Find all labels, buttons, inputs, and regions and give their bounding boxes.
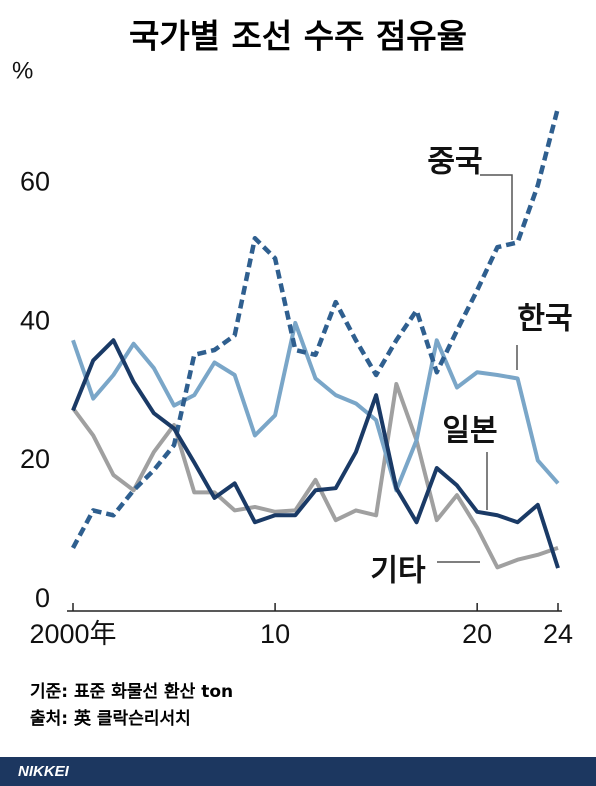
leader-line xyxy=(480,174,513,240)
series-line xyxy=(71,107,561,549)
y-tick-label: 20 xyxy=(20,444,50,474)
x-tick-label: 10 xyxy=(260,619,290,649)
series-line xyxy=(71,338,560,569)
series-line xyxy=(71,382,559,570)
legend-label: 기타 xyxy=(370,554,426,589)
note: 기준: 표준 화물선 환산 ton xyxy=(30,682,233,702)
note: 출처: 英 클락슨리서치 xyxy=(30,708,191,729)
y-unit: % xyxy=(12,57,33,84)
y-tick-label: 60 xyxy=(20,166,50,196)
legend-label: 한국 xyxy=(517,302,572,337)
x-tick-label: 20 xyxy=(462,619,492,649)
x-tick-label: 2000年 xyxy=(29,619,116,649)
chart-title: 국가별 조선 수주 점유율 xyxy=(129,17,467,56)
series-line xyxy=(71,320,560,493)
legend-label: 일본 xyxy=(442,414,497,449)
brand: NIKKEI xyxy=(18,763,70,780)
y-tick-label: 0 xyxy=(35,583,50,613)
y-tick-label: 40 xyxy=(20,305,50,335)
legend-label: 중국 xyxy=(427,145,482,180)
x-tick-label: 24 xyxy=(543,619,573,649)
footer-bar xyxy=(0,757,596,786)
